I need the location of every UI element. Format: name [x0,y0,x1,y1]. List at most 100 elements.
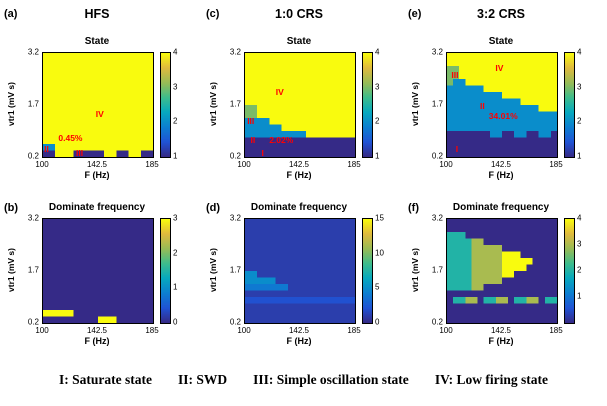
x-tick: 185 [347,160,361,169]
x-tick: 185 [145,160,159,169]
x-tick: 100 [237,160,251,169]
panel-c: (c) 1:0 CRS State IV III II 2.02% I 3.2 1.7 0.2 vtr… [204,6,406,196]
y-axis-label: vtr1 (mV s) [208,248,218,292]
colorbar-gradient-b [161,219,170,323]
y-tick: 1.7 [229,265,241,275]
panel-label-c: (c) [206,8,220,20]
colorbar-tick: 3 [375,82,380,92]
panel-label-f: (f) [408,202,419,214]
x-tick: 185 [347,326,361,335]
colorbar-a [160,52,171,158]
colorbar-tick: 2 [577,265,582,275]
colorbar-tick: 4 [577,213,582,223]
annotation-I: I [261,147,264,158]
x-tick: 100 [439,326,453,335]
panel-f: (f) Dominate frequency 3.2 1.7 0.2 vtr1 (mV s… [406,200,607,364]
plot-title-f: Dominate frequency [452,202,550,213]
column-header-a: HFS [84,7,110,21]
column-header-c: 1:0 CRS [275,7,323,21]
heatmap-d [245,219,355,323]
x-tick: 142.5 [288,326,310,335]
annotation-IV: IV [275,87,284,98]
heatmap-f [447,219,557,323]
y-tick: 1.7 [431,265,443,275]
y-axis-label: vtr1 (mV s) [410,248,420,292]
colorbar-gradient-e [565,53,574,157]
y-tick: 0.2 [27,317,39,327]
colorbar-tick: 3 [173,213,178,223]
annotation-III: III [451,69,459,80]
heatmap-a [43,53,153,157]
panel-row-top: (a) HFS State IV 0.45% II III 3.2 1.7 0.2 vtr1 (mV… [2,6,607,196]
x-axis-label: F (Hz) [84,170,110,180]
y-tick: 0.2 [27,151,39,161]
y-axis-label: vtr1 (mV s) [6,248,16,292]
heatmap-c [245,53,355,157]
colorbar-tick: 4 [577,47,582,57]
plot-area-c: IV III II 2.02% I [244,52,356,158]
legend-item-simple-oscillation: III: Simple oscillation state [253,372,409,387]
colorbar-tick: 4 [173,47,178,57]
colorbar-tick: 1 [173,151,178,161]
panel-e: (e) 3:2 CRS State III IV II 34.01% I 3.2 1.7 0.2 vt… [406,6,607,196]
colorbar-tick: 10 [375,248,384,258]
x-tick: 100 [237,326,251,335]
x-tick: 142.5 [288,160,310,169]
x-tick: 142.5 [86,160,108,169]
y-tick: 1.7 [229,99,241,109]
panel-label-a: (a) [4,8,18,20]
x-tick: 142.5 [490,160,512,169]
plot-title-b: Dominate frequency [48,202,146,213]
colorbar-tick: 2 [375,116,380,126]
colorbar-f [564,218,575,324]
x-axis-label: F (Hz) [488,336,514,346]
y-tick: 0.2 [431,151,443,161]
annotation-III: III [247,116,255,127]
y-tick: 1.7 [27,265,39,275]
x-axis-label: F (Hz) [286,336,312,346]
plot-title-a: State [84,36,110,47]
panel-row-bottom: (b) Dominate frequency 3.2 1.7 0.2 vtr1 (mV s… [2,200,607,364]
annotation-II: II [480,100,485,111]
colorbar-tick: 3 [577,82,582,92]
colorbar-tick: 5 [375,282,380,292]
x-tick: 185 [549,160,563,169]
y-tick: 0.2 [229,151,241,161]
colorbar-tick: 2 [173,248,178,258]
plot-title-d: Dominate frequency [250,202,348,213]
y-tick: 1.7 [27,99,39,109]
panel-b: (b) Dominate frequency 3.2 1.7 0.2 vtr1 (mV s… [2,200,204,364]
colorbar-gradient-a [161,53,170,157]
x-tick: 100 [35,326,49,335]
x-tick: 185 [145,326,159,335]
y-tick: 0.2 [229,317,241,327]
colorbar-tick: 0 [173,317,178,327]
x-axis-label: F (Hz) [286,170,312,180]
panel-label-d: (d) [206,202,221,214]
y-tick: 1.7 [431,99,443,109]
colorbar-tick: 15 [375,213,384,223]
panel-d: (d) Dominate frequency 3.2 1.7 0.2 vtr1 (mV s… [204,200,406,364]
x-axis-label: F (Hz) [84,336,110,346]
colorbar-tick: 2 [577,116,582,126]
y-tick: 3.2 [229,47,241,57]
colorbar-tick: 1 [577,291,582,301]
colorbar-gradient-d [363,219,372,323]
y-tick: 0.2 [431,317,443,327]
colorbar-tick: 3 [577,239,582,249]
annotation-202: 2.02% [269,135,294,146]
heatmap-e [447,53,557,157]
colorbar-tick: 3 [173,82,178,92]
x-tick: 185 [549,326,563,335]
panel-label-e: (e) [408,8,422,20]
colorbar-tick: 1 [375,151,380,161]
plot-area-a: IV 0.45% II III [42,52,154,158]
colorbar-e [564,52,575,158]
y-axis-label: vtr1 (mV s) [208,82,218,126]
y-tick: 3.2 [431,213,443,223]
y-tick: 3.2 [431,47,443,57]
colorbar-tick: 2 [173,116,178,126]
plot-area-d [244,218,356,324]
colorbar-gradient-f [565,219,574,323]
